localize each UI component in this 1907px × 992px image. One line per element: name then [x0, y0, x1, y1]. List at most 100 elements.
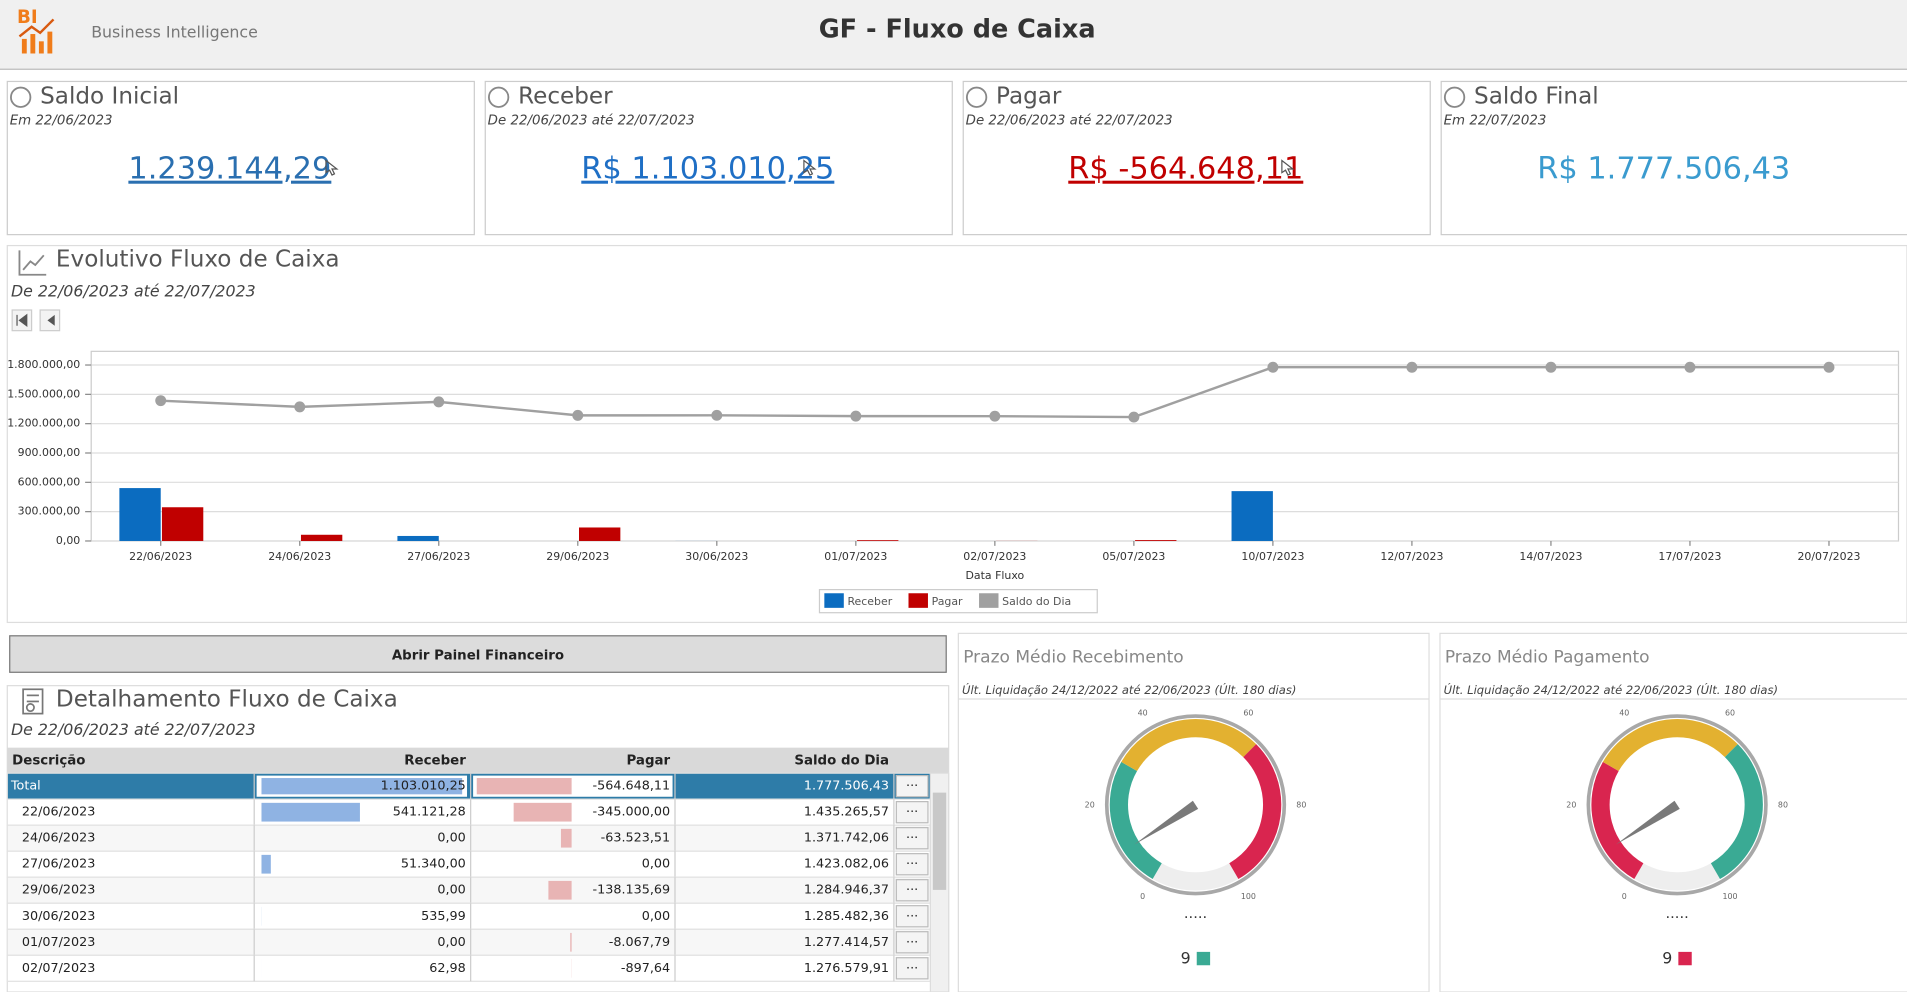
scroll-thumb: [932, 792, 947, 890]
cell: 1.277.414,57: [804, 935, 889, 950]
row-button[interactable]: [895, 931, 929, 954]
row-button-label: ···: [906, 961, 918, 976]
chart-panel: [6, 244, 1907, 624]
bar: [1231, 491, 1273, 541]
table-subtitle: De 22/06/2023 até 22/07/2023: [11, 720, 256, 739]
legend-label: Saldo do Dia: [1002, 595, 1071, 608]
table-icon: [22, 688, 44, 715]
y-tick-label: 1.500.000,00: [7, 387, 80, 400]
receber-bar: [261, 854, 271, 874]
row-button-label: ···: [906, 857, 918, 872]
card: [962, 80, 1431, 236]
cell: 0,00: [437, 883, 465, 898]
cell: 27/06/2023: [22, 857, 96, 872]
y-tick-label: 1.800.000,00: [7, 358, 80, 371]
gauge-marker: [1196, 951, 1211, 966]
x-tick-label: 05/07/2023: [1102, 550, 1165, 563]
cell: 29/06/2023: [22, 883, 96, 898]
row-button[interactable]: [895, 853, 929, 876]
gauge-tick-label: 100: [1241, 892, 1256, 901]
cell: 01/07/2023: [22, 935, 96, 950]
cell: 0,00: [642, 909, 670, 924]
card-value[interactable]: R$ -564.648,11: [1068, 152, 1303, 187]
table-row: [6, 798, 932, 826]
legend-swatch: [824, 593, 844, 608]
row-button[interactable]: [895, 957, 929, 980]
row-button[interactable]: [895, 775, 929, 798]
x-tick-label: 10/07/2023: [1241, 550, 1304, 563]
y-tick-label: 600.000,00: [18, 475, 81, 488]
cell: Total: [10, 779, 41, 794]
row-button[interactable]: [895, 827, 929, 850]
pagar-bar: [513, 802, 572, 822]
gauge-value: 9: [1181, 949, 1191, 968]
y-tick-label: 0,00: [56, 534, 80, 547]
bar: [161, 507, 204, 541]
receber-bar: [261, 802, 360, 822]
gauge-subtitle: Últ. Liquidação 24/12/2022 até 22/06/202…: [962, 682, 1296, 697]
cell: -138.135,69: [592, 883, 670, 898]
point: [989, 410, 1001, 422]
table-title: Detalhamento Fluxo de Caixa: [56, 687, 398, 713]
gauge-tick-label: 40: [1138, 709, 1148, 718]
gauge-band: [1591, 761, 1644, 880]
chart-icon: [18, 250, 47, 276]
card-title: Saldo Final: [1474, 84, 1599, 110]
gauge-needle: [1615, 800, 1680, 845]
total-bar: [261, 778, 463, 795]
cell: -345.000,00: [592, 805, 670, 820]
card-title: Receber: [518, 84, 613, 110]
hand-icon: [325, 159, 339, 176]
legend-swatch: [908, 593, 928, 608]
brand: Business Intelligence: [91, 22, 258, 41]
logo-icon: [18, 18, 55, 54]
cell: 1.423.082,06: [804, 857, 889, 872]
gauge-tick-label: 60: [1725, 709, 1735, 718]
row-button-label: ···: [906, 805, 918, 820]
x-tick-label: 24/06/2023: [268, 550, 331, 563]
nav-first-icon: [16, 313, 28, 328]
cell: 541.121,28: [393, 805, 466, 820]
point: [572, 409, 584, 421]
gauge-title: Prazo Médio Recebimento: [963, 648, 1183, 668]
table-row: [6, 902, 932, 930]
card-value[interactable]: R$ 1.103.010,25: [581, 152, 834, 187]
card-icon: [965, 86, 988, 108]
point: [155, 395, 167, 407]
point: [1823, 361, 1835, 373]
point: [294, 401, 306, 413]
row-button[interactable]: [895, 905, 929, 928]
chart-subtitle: De 22/06/2023 até 22/07/2023: [11, 281, 256, 300]
gauge-gap: [1634, 863, 1721, 891]
header-bar: [0, 0, 1907, 70]
gauge-tick-label: 20: [1566, 800, 1576, 809]
row-button[interactable]: [895, 879, 929, 902]
point: [1406, 361, 1418, 373]
cell: 30/06/2023: [22, 909, 96, 924]
row-button[interactable]: [895, 801, 929, 824]
cell: 62,98: [429, 961, 466, 976]
cell: 24/06/2023: [22, 831, 96, 846]
gauge-tick-label: 0: [1140, 892, 1145, 901]
x-tick-label: 20/07/2023: [1797, 550, 1860, 563]
gauge-tick-label: 80: [1296, 800, 1306, 809]
gauge-value: 9: [1662, 949, 1672, 968]
total-bar: [476, 778, 572, 795]
x-tick-label: 01/07/2023: [824, 550, 887, 563]
hand-icon: [1281, 159, 1295, 176]
bar: [857, 540, 899, 541]
open-panel-button[interactable]: [9, 635, 947, 673]
y-tick-label: 300.000,00: [18, 505, 81, 518]
card-subtitle: Em 22/06/2023: [10, 113, 113, 128]
card-value[interactable]: 1.239.144,29: [128, 152, 331, 187]
legend-swatch: [979, 593, 999, 608]
cell: -8.067,79: [609, 935, 670, 950]
point: [850, 410, 862, 422]
cell: -63.523,51: [601, 831, 671, 846]
cell: 1.285.482,36: [804, 909, 889, 924]
legend-label: Pagar: [932, 595, 963, 608]
point: [433, 396, 445, 408]
table-row: [6, 954, 932, 982]
point: [1684, 361, 1696, 373]
